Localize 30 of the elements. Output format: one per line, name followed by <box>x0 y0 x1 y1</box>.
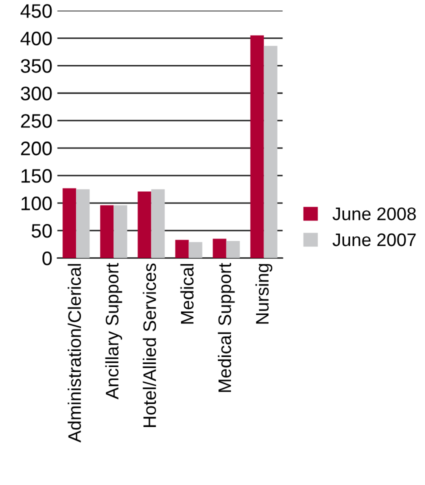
bar <box>62 188 76 258</box>
legend-label: June 2008 <box>332 207 416 220</box>
bar <box>212 238 226 258</box>
y-tick-label: 100 <box>22 196 52 210</box>
bar <box>250 35 264 258</box>
y-tick-label: 200 <box>21 142 52 156</box>
bar <box>100 205 114 258</box>
x-tick-label: Medical Support <box>218 263 235 392</box>
bar <box>226 240 240 258</box>
bar <box>188 242 202 258</box>
y-tick-label: 350 <box>20 59 52 73</box>
x-tick-label: Medical <box>180 264 194 324</box>
y-tick-label: 50 <box>32 224 52 238</box>
y-tick-label: 400 <box>20 32 52 46</box>
x-tick-label: Administration/Clerical <box>68 264 81 442</box>
x-tick-label: Hotel/Allied Services <box>142 264 156 427</box>
y-tick-label: 0 <box>42 251 52 266</box>
bar <box>175 240 189 258</box>
bar <box>138 192 152 258</box>
bar <box>114 205 128 258</box>
y-tick-label: 250 <box>21 114 52 128</box>
bar <box>264 46 278 258</box>
x-tick-label: Ancillary Support <box>105 263 122 400</box>
x-tick-label: Nursing <box>255 264 272 324</box>
y-tick-label: 150 <box>22 169 52 183</box>
legend-label: June 2007 <box>332 233 416 246</box>
y-tick-label: 300 <box>20 86 52 100</box>
bar <box>76 189 90 258</box>
y-tick-label: 450 <box>20 4 52 18</box>
bar <box>151 189 165 258</box>
